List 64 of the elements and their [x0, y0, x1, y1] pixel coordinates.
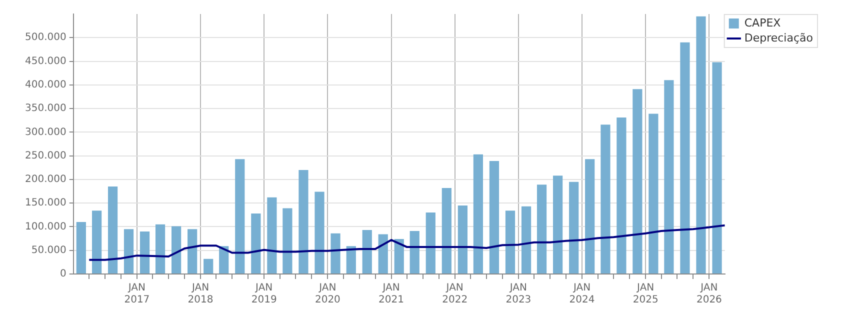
x-tick-label: JAN 2024 [569, 282, 595, 306]
bar [696, 16, 706, 274]
bar [155, 224, 166, 274]
bar [172, 226, 182, 274]
x-tick-label: JAN 2023 [506, 282, 532, 306]
y-tick-label: 400.000 [24, 80, 66, 91]
bar [124, 229, 134, 274]
bar [92, 210, 102, 274]
y-tick-label: 500.000 [24, 32, 66, 44]
bar [632, 89, 642, 274]
x-tick-label: JAN 2019 [251, 282, 277, 306]
bar [521, 206, 532, 274]
y-tick-label: 150.000 [24, 198, 66, 209]
bar [712, 62, 722, 274]
x-tick-label: JAN 2021 [378, 282, 404, 306]
bar [553, 176, 563, 274]
y-tick-label: 300.000 [24, 126, 66, 138]
bar [600, 124, 610, 274]
bar [76, 222, 86, 274]
bar [140, 231, 150, 274]
bar [378, 234, 388, 274]
x-tick-label: JAN 2026 [696, 282, 722, 306]
x-tick-label: JAN 2020 [314, 282, 340, 306]
bar [251, 213, 261, 274]
bar [442, 188, 452, 274]
x-tick-label: JAN 2018 [188, 282, 214, 306]
bar [489, 161, 500, 274]
bar [330, 233, 340, 274]
bar [314, 192, 324, 274]
bar [473, 154, 484, 274]
y-tick-label: 200.000 [24, 174, 66, 186]
bar [458, 205, 468, 274]
bar [394, 239, 404, 274]
bar [680, 42, 690, 274]
bar [108, 186, 118, 274]
bar [569, 182, 579, 274]
bar [410, 230, 420, 274]
bar [204, 258, 214, 274]
y-tick-label: 0 [60, 268, 66, 280]
bar [505, 210, 516, 274]
y-tick-label: 100.000 [24, 221, 66, 232]
bar [648, 114, 658, 274]
bar [536, 184, 547, 274]
bar [585, 159, 595, 274]
x-tick-label: JAN 2017 [124, 282, 150, 306]
bar [282, 208, 292, 274]
legend-label: CAPEX [744, 16, 782, 30]
y-tick-label: 250.000 [24, 150, 66, 162]
y-tick-label: 350.000 [24, 103, 66, 114]
x-tick-label: JAN 2022 [442, 282, 468, 306]
bar [235, 159, 245, 274]
y-tick-label: 50.000 [31, 244, 66, 256]
bar [298, 170, 308, 274]
bar [346, 246, 356, 274]
y-tick-label: 450.000 [24, 56, 66, 67]
legend-label: Depreciação [744, 31, 814, 44]
bar [362, 230, 372, 274]
bar [616, 118, 626, 274]
bar [664, 80, 674, 274]
x-tick-label: JAN 2025 [632, 282, 658, 306]
bar [426, 212, 436, 274]
bar [219, 246, 229, 274]
bar [188, 229, 198, 274]
bar [267, 197, 277, 274]
